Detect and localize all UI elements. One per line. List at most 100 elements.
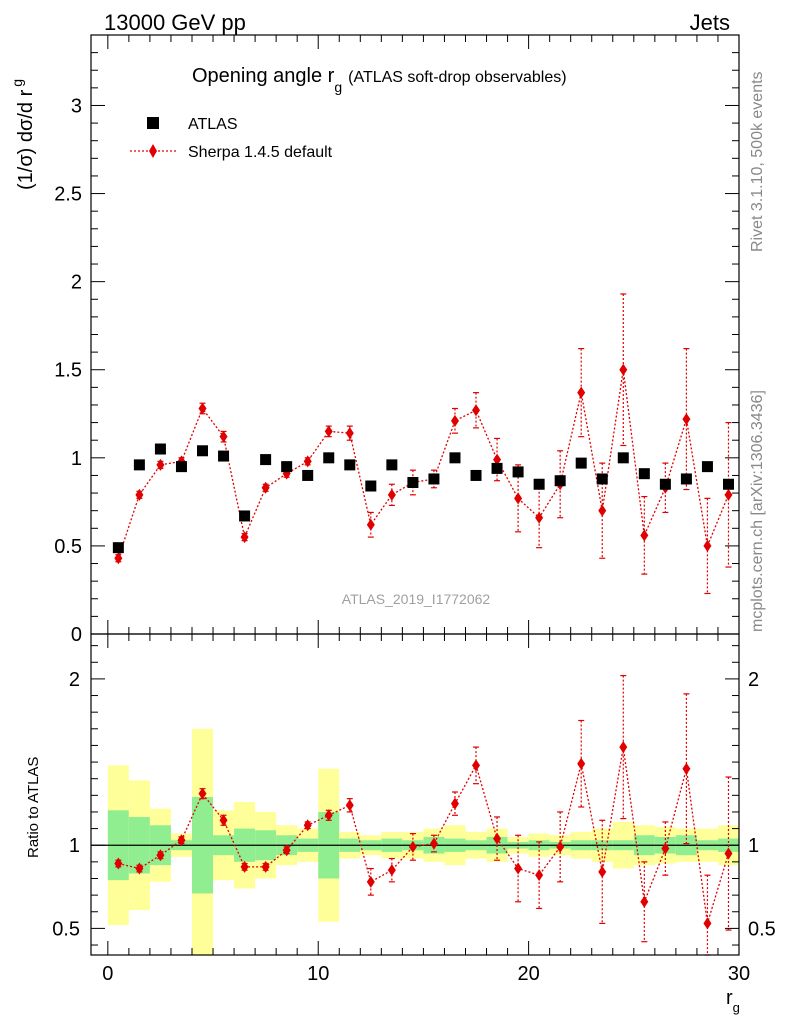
ratio-point xyxy=(682,762,691,775)
data-point xyxy=(386,459,398,471)
ratio-point xyxy=(219,814,228,827)
mc-point xyxy=(640,529,649,542)
mc-point xyxy=(156,458,165,471)
x-tick-label: 0 xyxy=(102,963,113,985)
legend: ATLAS Sherpa 1.4.5 default xyxy=(130,116,333,161)
mc-series xyxy=(114,293,733,595)
mc-point xyxy=(450,414,459,427)
mc-point xyxy=(514,492,523,505)
data-series xyxy=(112,443,734,554)
ratio-point xyxy=(114,857,123,870)
ratio-line xyxy=(118,746,730,924)
data-point xyxy=(449,452,461,464)
ratio-uncertainty-bands xyxy=(107,728,739,955)
mc-point xyxy=(261,481,270,494)
ratio-point xyxy=(598,865,607,878)
legend-mc-label: Sherpa 1.4.5 default xyxy=(188,144,333,161)
mc-point xyxy=(619,363,628,376)
energy-label: 13000 GeV pp xyxy=(104,10,246,35)
data-point xyxy=(701,461,713,473)
mc-point xyxy=(345,427,354,440)
ratio-point xyxy=(514,862,523,875)
analysis-watermark: ATLAS_2019_I1772062 xyxy=(342,591,491,607)
ratio-y-tick-label-right: 1 xyxy=(748,835,759,857)
ratio-point xyxy=(303,819,312,832)
mc-point xyxy=(198,402,207,415)
xlabel: rg xyxy=(726,987,740,1015)
data-point xyxy=(407,476,419,488)
data-point xyxy=(512,466,524,478)
ratio-point xyxy=(535,869,544,882)
y-tick-label: 0.5 xyxy=(54,536,82,558)
data-point xyxy=(175,461,187,473)
data-point xyxy=(638,468,650,480)
mc-point xyxy=(493,453,502,466)
ratio-y-tick-label: 2 xyxy=(69,669,80,691)
ratio-point xyxy=(661,842,670,855)
xlabel-sub: g xyxy=(733,1000,740,1015)
data-point xyxy=(239,510,251,522)
title-rest: (ATLAS soft-drop observables) xyxy=(348,69,566,86)
ratio-point xyxy=(577,757,586,770)
legend-mc-marker xyxy=(149,144,157,158)
ratio-point xyxy=(282,844,291,857)
ratio-point xyxy=(408,840,417,853)
data-point xyxy=(428,473,440,485)
ratio-y-tick-label-right: 0.5 xyxy=(748,918,776,940)
ratio-point xyxy=(387,864,396,877)
data-point xyxy=(112,542,124,554)
data-point xyxy=(302,469,314,481)
ratio-point xyxy=(240,860,249,873)
data-point xyxy=(722,478,734,490)
x-tick-label: 20 xyxy=(517,963,539,985)
ratio-point xyxy=(198,787,207,800)
ratio-point xyxy=(429,837,438,850)
y-tick-label: 0 xyxy=(71,624,82,646)
data-point xyxy=(659,478,671,490)
ratio-point xyxy=(135,862,144,875)
ratio-point xyxy=(324,809,333,822)
y-tick-label: 3 xyxy=(71,95,82,117)
data-point xyxy=(470,469,482,481)
ratio-y-tick-label: 0.5 xyxy=(52,918,80,940)
data-point xyxy=(260,454,272,466)
mc-point xyxy=(703,539,712,552)
y-tick-label: 2 xyxy=(71,272,82,294)
data-point xyxy=(554,475,566,487)
data-point xyxy=(596,473,608,485)
mc-point xyxy=(135,488,144,501)
tick-labels: 0 10 20 30 0 0.5 1 1.5 2 2.5 3 0.5 0.5 1 1 2 2 xyxy=(52,95,776,985)
ratio-frame xyxy=(90,633,740,956)
ratio-point xyxy=(345,799,354,812)
mc-point xyxy=(219,430,228,443)
ratio-point xyxy=(261,860,270,873)
xlabel-main: r xyxy=(726,987,733,1009)
process-label: Jets xyxy=(690,10,730,35)
mc-point xyxy=(535,511,544,524)
data-point xyxy=(133,459,145,471)
ratio-point xyxy=(177,834,186,847)
ratio-y-tick-label-right: 2 xyxy=(748,669,759,691)
ratio-point xyxy=(724,847,733,860)
mc-line xyxy=(117,369,730,559)
mc-point xyxy=(598,504,607,517)
ratio-point xyxy=(703,917,712,930)
legend-data-label: ATLAS xyxy=(188,116,238,133)
data-point xyxy=(218,450,230,462)
main-ylabel-sub: g xyxy=(9,79,25,87)
ratio-point xyxy=(493,832,502,845)
mc-point xyxy=(240,531,249,544)
ratio-point xyxy=(556,840,565,853)
data-point xyxy=(680,473,692,485)
mc-point xyxy=(387,488,396,501)
data-point xyxy=(365,480,377,492)
title-main: Opening angle r xyxy=(192,65,335,87)
data-point xyxy=(533,478,545,490)
y-tick-label: 1.5 xyxy=(54,360,82,382)
data-point xyxy=(617,452,629,464)
data-point xyxy=(344,459,356,471)
mc-point xyxy=(366,518,375,531)
data-point xyxy=(575,457,587,469)
mc-point xyxy=(724,488,733,501)
